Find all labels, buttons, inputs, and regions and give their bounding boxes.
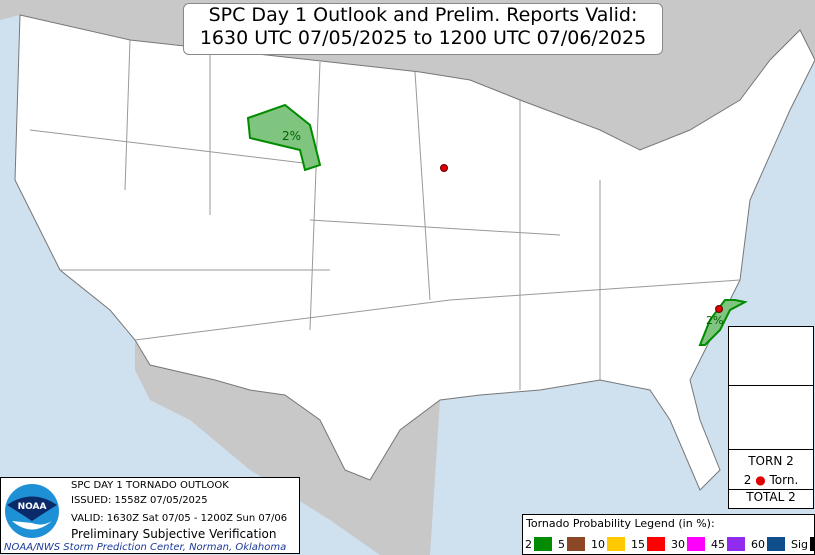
credit-line: NOAA/NWS Storm Prediction Center, Norman…	[4, 542, 287, 553]
united-states	[14, 14, 815, 491]
legend-label: 2	[525, 537, 532, 551]
legend-swatch	[687, 537, 705, 551]
legend-label: Sig	[791, 537, 809, 551]
legend-swatch	[607, 537, 625, 551]
state-borders	[29, 39, 741, 390]
risk-area-2pct-northern-plains	[246, 103, 322, 172]
map-title: SPC Day 1 Outlook and Prelim. Reports Va…	[183, 3, 663, 55]
issued-time: ISSUED: 1558Z 07/05/2025	[71, 495, 208, 506]
tornado-report-dot	[715, 305, 723, 313]
legend-swatch	[810, 537, 815, 551]
legend-swatch	[727, 537, 745, 551]
risk-area-2pct-nc-coast	[698, 299, 748, 346]
probability-legend: Tornado Probability Legend (in %): 2 5 10 1…	[522, 514, 815, 555]
title-line-1: SPC Day 1 Outlook and Prelim. Reports Va…	[208, 4, 638, 26]
legend-label: 5	[558, 537, 565, 551]
legend-label: 10	[591, 537, 605, 551]
outlook-type: SPC DAY 1 TORNADO OUTLOOK	[71, 480, 229, 491]
legend-label: 30	[671, 537, 685, 551]
torn-header: TORN 2	[748, 454, 794, 468]
legend-label: 60	[751, 537, 765, 551]
valid-time: VALID: 1630Z Sat 07/05 - 1200Z Sun 07/06	[71, 513, 288, 524]
legend-items: 2 5 10 15 30 45 60 Sig	[525, 537, 815, 551]
risk-label-2pct: 2%	[706, 314, 723, 327]
legend-swatch	[567, 537, 585, 551]
legend-swatch	[647, 537, 665, 551]
risk-label-2pct: 2%	[282, 129, 301, 143]
total-count: TOTAL 2	[746, 490, 796, 504]
tornado-dot-icon: ●	[755, 473, 766, 487]
noaa-logo-icon: NOAA	[5, 484, 59, 538]
legend-label: 15	[631, 537, 645, 551]
verification-label: Preliminary Subjective Verification	[71, 527, 277, 541]
title-line-2: 1630 UTC 07/05/2025 to 1200 UTC 07/06/20…	[199, 27, 647, 49]
svg-text:NOAA: NOAA	[18, 502, 47, 512]
outlook-info-box: NOAA SPC DAY 1 TORNADO OUTLOOK ISSUED: 1…	[0, 477, 300, 554]
tornado-count-cell: TORN 2 2 ● Torn.	[729, 450, 813, 490]
torn-label: Torn.	[769, 473, 799, 487]
report-counts-box: TORN 2 2 ● Torn. TOTAL 2	[728, 326, 814, 509]
legend-swatch	[767, 537, 785, 551]
legend-swatch	[534, 537, 552, 551]
mexico	[135, 340, 440, 555]
legend-title: Tornado Probability Legend (in %):	[526, 517, 715, 530]
legend-label: 45	[711, 537, 725, 551]
torn-count: 2	[743, 473, 752, 487]
tornado-report-dot	[440, 164, 448, 172]
